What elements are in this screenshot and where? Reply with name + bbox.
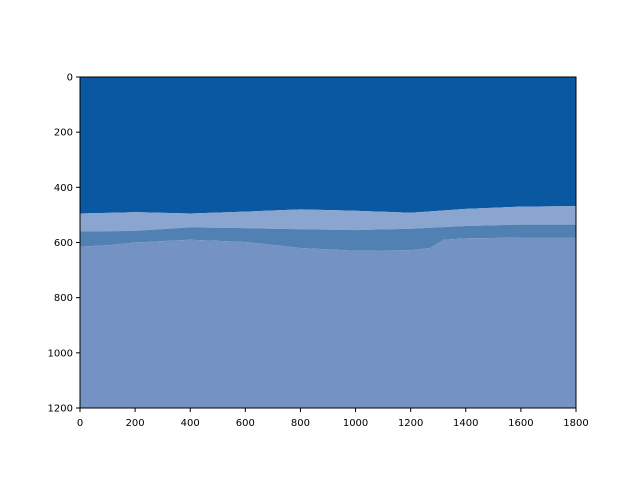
y-axis: 0 200 400 600 800 1000 1200 xyxy=(48,73,80,415)
y-tick-label: 600 xyxy=(54,238,73,249)
y-tick-label: 800 xyxy=(54,293,73,304)
region-sand xyxy=(80,237,576,408)
plot-area xyxy=(80,77,576,408)
x-tick-label: 200 xyxy=(126,418,145,429)
x-tick-label: 1800 xyxy=(563,418,588,429)
x-tick-label: 800 xyxy=(291,418,310,429)
y-tick-label: 0 xyxy=(67,73,73,84)
x-tick-label: 1400 xyxy=(453,418,478,429)
y-tick-label: 1000 xyxy=(48,348,73,359)
x-tick-label: 600 xyxy=(236,418,255,429)
x-tick-label: 0 xyxy=(77,418,83,429)
x-tick-label: 1600 xyxy=(508,418,533,429)
region-foam xyxy=(80,206,576,232)
x-tick-label: 400 xyxy=(181,418,200,429)
x-tick-label: 1200 xyxy=(398,418,423,429)
region-wet-sand xyxy=(80,224,576,251)
y-tick-label: 1200 xyxy=(48,404,73,415)
region-sky xyxy=(80,77,576,214)
x-axis: 0 200 400 600 800 1000 1200 1400 1600 1800 xyxy=(77,408,589,429)
y-tick-label: 400 xyxy=(54,183,73,194)
x-tick-label: 1000 xyxy=(343,418,368,429)
y-tick-label: 200 xyxy=(54,128,73,139)
